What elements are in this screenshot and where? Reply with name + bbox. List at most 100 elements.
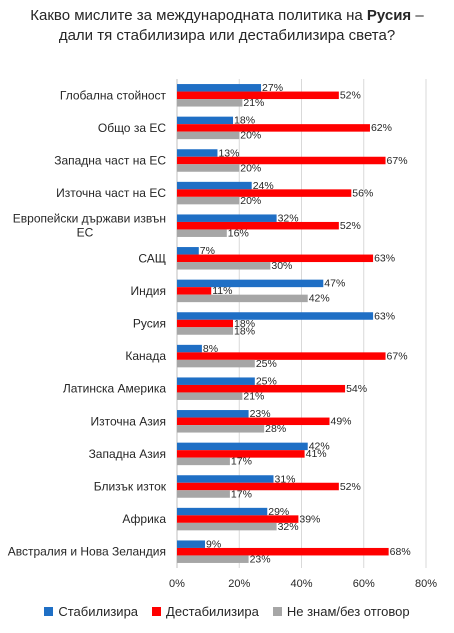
legend-label-dontknow: Не знам/без отговор	[286, 603, 410, 619]
data-label-stabilize: 47%	[324, 278, 345, 290]
chart-legend: Стабилизира Дестабилизира Не знам/без от…	[0, 601, 454, 621]
category-label: Глобална стойност	[60, 88, 167, 102]
data-label-destabilize: 41%	[306, 448, 327, 460]
data-label-dontknow: 32%	[278, 521, 299, 533]
bar-dontknow	[177, 490, 230, 498]
category-label: САЩ	[138, 251, 166, 265]
legend-label-stabilize: Стабилизира	[58, 603, 139, 619]
bar-stabilize	[177, 84, 262, 92]
data-label-dontknow: 21%	[243, 390, 264, 402]
data-label-destabilize: 54%	[346, 383, 367, 395]
bar-stabilize	[177, 377, 255, 385]
legend-swatch-destabilize	[152, 606, 162, 616]
bar-dontknow	[177, 294, 308, 303]
legend-item-dontknow: Не знам/без отговор	[272, 601, 410, 621]
data-label-dontknow: 30%	[271, 260, 292, 272]
data-label-destabilize: 18%	[234, 318, 255, 330]
bar-destabilize	[177, 124, 370, 132]
category-label: Западна Азия	[89, 447, 166, 461]
data-label-destabilize: 52%	[340, 481, 361, 493]
data-label-stabilize: 7%	[200, 245, 215, 257]
data-label-destabilize: 67%	[387, 155, 408, 167]
category-label: Общо за ЕС	[98, 121, 166, 135]
data-label-stabilize: 29%	[268, 506, 289, 518]
data-label-dontknow: 20%	[240, 195, 261, 207]
legend-swatch-dontknow	[272, 606, 282, 616]
category-label: Европейски държави извън	[13, 212, 166, 226]
bar-stabilize	[177, 116, 234, 125]
data-label-dontknow: 18%	[234, 325, 255, 337]
bar-destabilize	[177, 515, 299, 523]
bar-destabilize	[177, 287, 212, 295]
bar-destabilize	[177, 221, 339, 230]
data-label-destabilize: 11%	[212, 285, 232, 297]
x-tick-label: 20%	[228, 578, 250, 590]
x-tick-label: 60%	[353, 578, 375, 590]
category-label: Източна Азия	[91, 414, 167, 428]
data-label-dontknow: 17%	[231, 456, 252, 468]
bar-destabilize	[177, 254, 374, 263]
data-label-dontknow: 28%	[265, 423, 286, 435]
title-line1-suffix: –	[411, 7, 424, 24]
bar-stabilize	[177, 279, 324, 288]
bar-dontknow	[177, 359, 255, 368]
bar-dontknow	[177, 457, 230, 466]
legend-swatch-stabilize	[44, 606, 54, 616]
data-label-stabilize: 13%	[218, 147, 239, 159]
bar-destabilize	[177, 547, 389, 556]
data-label-stabilize: 23%	[250, 408, 271, 420]
data-label-stabilize: 25%	[256, 375, 277, 387]
bar-chart: 0% 20% 40% 60% 80% Глобална стойност 27% 52% 21%…	[8, 79, 437, 590]
data-label-dontknow: 20%	[240, 130, 261, 142]
legend-item-destabilize: Дестабилизира	[152, 601, 259, 621]
title-line1-prefix: Какво мислите за международната политика…	[30, 7, 367, 24]
category-label: Канада	[125, 349, 166, 363]
bar-dontknow	[177, 555, 249, 563]
data-label-stabilize: 31%	[274, 473, 295, 485]
data-label-stabilize: 8%	[203, 343, 218, 355]
data-label-destabilize: 67%	[387, 350, 408, 362]
bar-destabilize	[177, 450, 305, 458]
data-label-stabilize: 32%	[278, 212, 299, 224]
data-label-destabilize: 62%	[371, 122, 392, 134]
data-label-destabilize: 56%	[352, 187, 373, 199]
category-label: Африка	[122, 512, 166, 526]
bar-destabilize	[177, 384, 346, 393]
legend-item-stabilize: Стабилизира	[44, 601, 138, 621]
data-label-stabilize: 27%	[262, 82, 283, 94]
data-label-stabilize: 24%	[253, 180, 274, 192]
data-label-dontknow: 20%	[240, 162, 261, 174]
bar-stabilize	[177, 344, 202, 353]
category-label: ЕС	[77, 226, 94, 240]
bar-dontknow	[177, 262, 271, 270]
bar-stabilize	[177, 149, 218, 157]
bar-dontknow	[177, 229, 227, 237]
bar-stabilize	[177, 312, 374, 320]
bar-stabilize	[177, 475, 274, 483]
bar-dontknow	[177, 425, 265, 433]
x-tick-label: 0%	[169, 578, 185, 590]
bar-destabilize	[177, 319, 234, 328]
bar-dontknow	[177, 522, 277, 531]
data-label-dontknow: 17%	[231, 488, 252, 500]
bar-stabilize	[177, 181, 252, 190]
data-label-dontknow: 21%	[243, 97, 264, 109]
data-label-dontknow: 25%	[256, 358, 277, 370]
category-label: Латинска Америка	[63, 382, 166, 396]
legend-label-destabilize: Дестабилизира	[166, 603, 259, 619]
x-tick-label: 80%	[415, 578, 437, 590]
category-label: Близък изток	[94, 480, 167, 494]
bar-destabilize	[177, 417, 330, 426]
data-label-dontknow: 42%	[309, 293, 330, 305]
bar-stabilize	[177, 214, 277, 222]
data-label-destabilize: 49%	[331, 416, 352, 428]
bar-stabilize	[177, 507, 268, 516]
category-label: Източна част на ЕС	[56, 186, 166, 200]
data-label-stabilize: 63%	[374, 310, 395, 322]
bar-destabilize	[177, 352, 386, 360]
data-label-destabilize: 52%	[340, 220, 361, 232]
data-label-destabilize: 39%	[299, 513, 320, 525]
category-label: Западна част на ЕС	[54, 154, 166, 168]
bar-stabilize	[177, 410, 249, 418]
data-label-stabilize: 18%	[234, 115, 255, 127]
